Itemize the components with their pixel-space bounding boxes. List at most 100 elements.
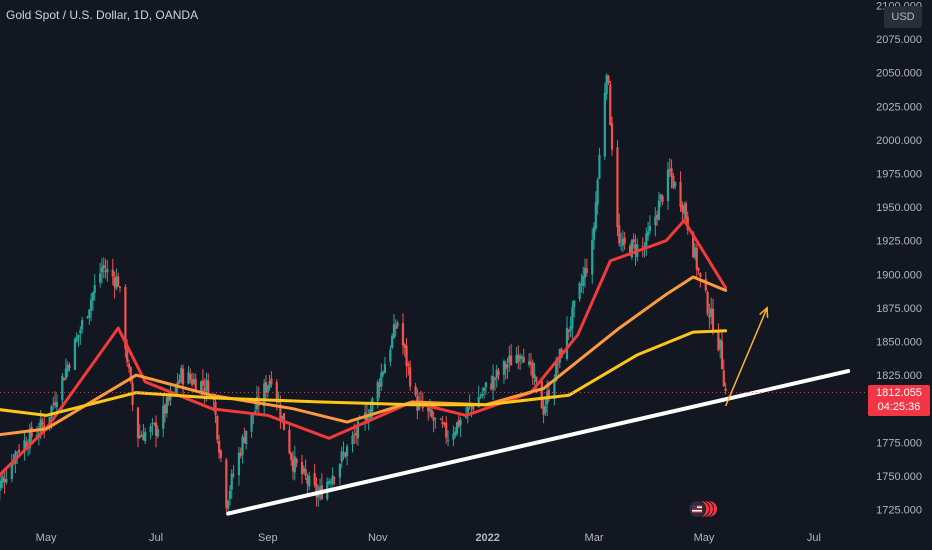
candle-body: [77, 334, 80, 338]
candle-body: [491, 376, 495, 390]
candle-body: [142, 434, 145, 441]
y-tick-label: 1750.000: [876, 471, 922, 483]
candle-body: [176, 382, 179, 386]
y-tick-label: 2075.000: [876, 34, 922, 46]
candle-body: [409, 367, 412, 387]
candle-body: [580, 284, 583, 286]
candle-body: [609, 84, 612, 125]
candle-body: [547, 390, 551, 400]
candle-body: [304, 469, 307, 476]
candle-body: [544, 405, 547, 413]
candle-body: [659, 194, 662, 200]
candle-body: [163, 405, 167, 414]
candle-body: [17, 449, 21, 453]
candle-body: [86, 316, 89, 318]
candle-body: [331, 475, 334, 485]
candle-body: [583, 267, 587, 279]
candle-body: [466, 406, 469, 413]
candle-body: [376, 382, 379, 402]
candle-body: [313, 472, 316, 486]
candle-body: [302, 468, 305, 473]
candle-body: [553, 380, 556, 399]
candle-body: [668, 169, 671, 171]
candle-body: [102, 264, 105, 269]
candle-body: [165, 397, 168, 414]
us-flag-icon[interactable]: [688, 500, 706, 518]
candle-body: [569, 326, 572, 331]
candle-body: [228, 490, 232, 500]
candle-body: [522, 357, 525, 363]
candle-body: [681, 205, 684, 212]
ma-mid-line: [0, 275, 728, 437]
candle-body: [610, 123, 614, 150]
candle-body: [91, 292, 95, 300]
candle-body: [118, 286, 122, 288]
candle-body: [619, 244, 623, 246]
candle-body: [111, 269, 114, 277]
candle-body: [50, 406, 53, 418]
candle-body: [699, 273, 702, 277]
candle-body: [293, 456, 296, 473]
candle-body: [542, 406, 545, 415]
candle-body: [430, 410, 433, 417]
candle-body: [591, 239, 594, 275]
candle-body: [692, 231, 695, 258]
candle-body: [140, 435, 143, 437]
candle-body: [594, 202, 597, 229]
candle-body: [645, 233, 648, 248]
candle-body: [344, 452, 347, 457]
candle-body: [405, 345, 408, 366]
candle-body: [329, 482, 332, 484]
x-tick-label: Nov: [368, 532, 388, 544]
candle-body: [68, 365, 71, 368]
candle-body: [490, 383, 493, 390]
economic-events[interactable]: [688, 500, 718, 520]
candle-body: [517, 354, 520, 362]
candle-body: [520, 356, 524, 358]
candle-body: [245, 430, 248, 444]
candle-body: [106, 269, 109, 273]
candle-body: [306, 477, 309, 484]
candle-body: [706, 292, 709, 314]
candle-body: [268, 381, 271, 388]
candle-body: [432, 416, 435, 421]
candle-body: [327, 481, 331, 484]
candle-body: [365, 414, 369, 423]
y-tick-label: 1825.000: [876, 370, 922, 382]
candle-body: [181, 368, 185, 385]
candle-body: [75, 337, 78, 342]
candle-body: [382, 371, 385, 375]
x-axis[interactable]: May Jul Sep Nov 2022 Mar May Jul: [36, 532, 821, 544]
candle-body: [479, 396, 482, 398]
candle-body: [697, 268, 700, 271]
candle-body: [616, 147, 619, 228]
projection-arrow: [724, 307, 768, 407]
candle-body: [571, 306, 574, 329]
candle-body: [679, 181, 682, 207]
candle-body: [396, 322, 399, 327]
candle-body: [207, 380, 210, 397]
candle-body: [288, 429, 291, 454]
candle-body: [672, 175, 675, 188]
ma-slow-line: [0, 329, 728, 417]
currency-button[interactable]: USD: [884, 6, 922, 28]
y-tick-label: 1925.000: [876, 236, 922, 248]
candle-body: [670, 168, 673, 177]
candle-body: [693, 247, 697, 258]
y-axis[interactable]: 2100.0002075.0002050.0002025.0002000.000…: [876, 1, 922, 517]
candle-body: [355, 433, 358, 436]
candle-body: [710, 308, 713, 317]
y-tick-label: 1950.000: [876, 202, 922, 214]
candle-body: [254, 410, 257, 414]
candle-body: [353, 434, 356, 436]
candle-body: [126, 346, 129, 362]
candle-body: [232, 474, 235, 476]
candle-body: [64, 368, 68, 379]
candle-body: [711, 308, 715, 333]
candle-body: [281, 415, 284, 422]
candle-body: [394, 326, 397, 329]
y-tick-label: 1775.000: [876, 437, 922, 449]
candle-body: [607, 76, 610, 84]
